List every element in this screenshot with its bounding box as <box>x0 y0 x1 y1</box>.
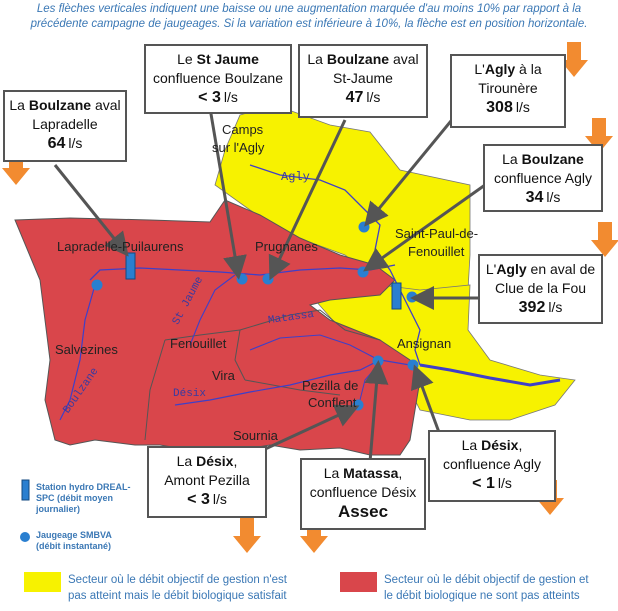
leader-line <box>268 119 347 281</box>
place-sournia: Sournia <box>233 428 278 443</box>
legend-yellow-text-1: Secteur où le débit objectif de gestion … <box>68 574 287 586</box>
legend-jaugeage-label: Jaugeage SMBVA (débit instantané) <box>36 530 112 551</box>
legend-red-text-2: le débit biologique ne sont pas atteints <box>384 590 580 602</box>
leader-line <box>208 107 247 280</box>
subbasin-boundary <box>164 329 241 341</box>
place-saint-paul-2: Fenouillet <box>408 244 465 259</box>
subbasin-boundary <box>244 379 341 396</box>
river-matassa <box>249 334 376 359</box>
river-label-desix: Désix <box>173 388 207 400</box>
station-box-boulzane-lapradelle: La Boulzane aval Lapradelle 64 l/s <box>3 90 127 162</box>
subbasin-boundary <box>239 309 381 341</box>
legend-yellow-swatch <box>24 572 61 592</box>
down-arrow-icon <box>560 42 588 77</box>
place-camps: Camps <box>222 122 264 137</box>
station-box-agly-tirounere: L'Agly à la Tirounère 308 l/s <box>450 54 566 128</box>
subbasin-boundary <box>234 329 246 381</box>
place-ansignan: Ansignan <box>397 336 452 351</box>
legend-red-text-1: Secteur où le débit objectif de gestion … <box>384 574 589 586</box>
leader-line <box>363 183 486 272</box>
leader-line <box>364 109 462 227</box>
station-box-boulzane-stjaume: La Boulzane aval St-Jaume 47 l/s <box>298 44 428 118</box>
leader-line <box>53 164 129 257</box>
place-fenouillet: Fenouillet <box>170 336 227 351</box>
place-lapradelle-puilaurens: Lapradelle-Puilaurens <box>57 239 184 254</box>
leader-line <box>364 360 389 463</box>
jaugeage-point <box>91 279 103 291</box>
legend-red-swatch <box>340 572 377 592</box>
subbasin-boundary <box>144 339 166 441</box>
river-agly-gorge <box>419 363 561 387</box>
legend-jaugeage-swatch <box>20 532 30 542</box>
station-box-matassa-desix: La Matassa, confluence Désix Assec <box>300 458 426 530</box>
river-label-agly: Agly <box>281 170 310 184</box>
station-box-boulzane-agly: La Boulzane confluence Agly 34 l/s <box>483 144 603 212</box>
jaugeage-point <box>406 291 418 303</box>
header-line-1: Les flèches verticales indiquent une bai… <box>36 3 582 15</box>
jaugeage-point <box>262 273 274 285</box>
dreal-station-lapradelle <box>125 252 136 280</box>
place-salvezines: Salvezines <box>55 342 118 357</box>
header-note: Les flèches verticales indiquent une bai… <box>0 2 618 32</box>
place-pezilla-2: Conflent <box>308 395 357 410</box>
station-box-st-jaume: Le St Jaume confluence Boulzane < 3 l/s <box>144 44 292 114</box>
header-line-2: précédente campagne de jaugeages. Si la … <box>30 18 588 30</box>
station-box-agly-clue: L'Agly en aval de Clue de la Fou 392 l/s <box>478 254 603 324</box>
place-sur-agly: sur l'Agly <box>212 140 265 155</box>
jaugeage-point <box>236 273 248 285</box>
jaugeage-point <box>372 355 384 367</box>
place-pezilla-1: Pezilla de <box>302 378 359 393</box>
place-vira: Vira <box>212 368 235 383</box>
trend-arrows <box>2 42 618 553</box>
jaugeage-point <box>357 266 369 278</box>
down-arrow-icon <box>233 518 261 553</box>
jaugeage-point <box>358 221 370 233</box>
jaugeage-point <box>407 359 419 371</box>
red-zone <box>14 199 421 456</box>
legend-dreal-swatch <box>21 479 30 501</box>
river-boulzane-south <box>59 284 96 421</box>
dreal-station-clue <box>391 282 402 310</box>
river-st-jaume <box>189 274 236 346</box>
legend-yellow-text-2: pas atteint mais le débit biologique sat… <box>68 590 287 602</box>
leader-line <box>410 364 442 436</box>
station-box-desix-pezilla: La Désix, Amont Pezilla < 3 l/s <box>147 446 267 518</box>
place-prugnanes: Prugnanes <box>255 239 318 254</box>
leader-line <box>262 404 360 452</box>
down-arrow-icon <box>591 222 618 257</box>
station-box-desix-agly: La Désix, confluence Agly < 1 l/s <box>428 430 556 502</box>
legend-dreal-label: Station hydro DREAL-SPC (débit moyen jou… <box>36 482 131 514</box>
place-saint-paul-1: Saint-Paul-de- <box>395 226 479 241</box>
